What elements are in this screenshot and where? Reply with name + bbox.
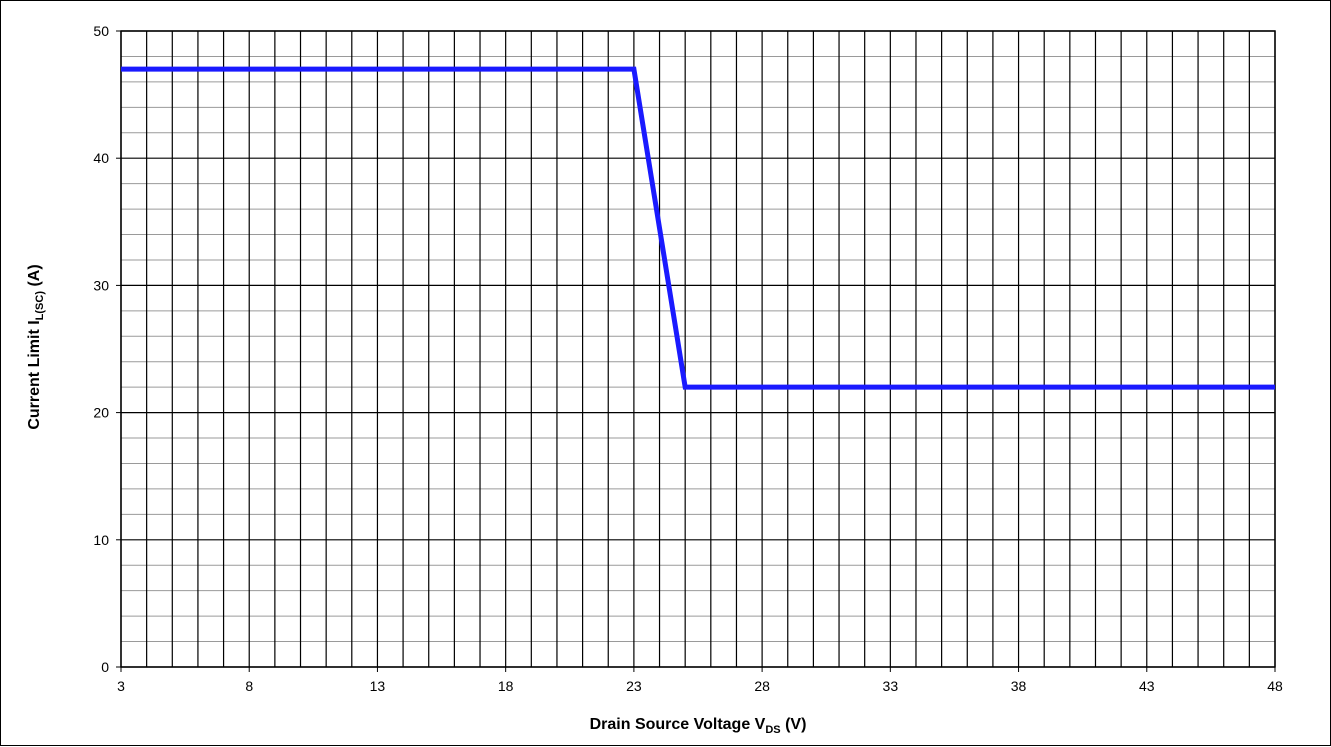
y-tick-label: 40 xyxy=(93,150,109,166)
y-tick-label: 30 xyxy=(93,277,109,293)
x-tick-label: 48 xyxy=(1267,678,1283,694)
x-tick-label: 3 xyxy=(117,678,125,694)
x-tick-label: 33 xyxy=(883,678,899,694)
x-tick-label: 28 xyxy=(754,678,770,694)
x-tick-label: 43 xyxy=(1139,678,1155,694)
plot-border xyxy=(120,30,1276,668)
x-tick-label: 38 xyxy=(1011,678,1027,694)
y-axis-title: Current Limit IL(SC) (A) xyxy=(26,264,46,429)
x-axis-title: Drain Source Voltage VDS (V) xyxy=(590,716,807,736)
plot-area-border xyxy=(120,30,1276,668)
x-tick-label: 18 xyxy=(498,678,514,694)
series-layer xyxy=(121,66,1275,390)
x-tick-label: 8 xyxy=(245,678,253,694)
y-tick-labels: 0 10 20 30 40 50 xyxy=(93,23,121,675)
grid xyxy=(120,30,1276,668)
x-tick-label: 23 xyxy=(626,678,642,694)
y-tick-label: 20 xyxy=(93,405,109,421)
y-tick-label: 10 xyxy=(93,532,109,548)
y-tick-label: 0 xyxy=(101,659,109,675)
x-tick-labels: 3 8 13 18 23 28 33 38 43 48 xyxy=(117,667,1283,694)
x-tick-label: 13 xyxy=(370,678,386,694)
series-line-1 xyxy=(121,66,1275,390)
y-tick-label: 50 xyxy=(93,23,109,39)
